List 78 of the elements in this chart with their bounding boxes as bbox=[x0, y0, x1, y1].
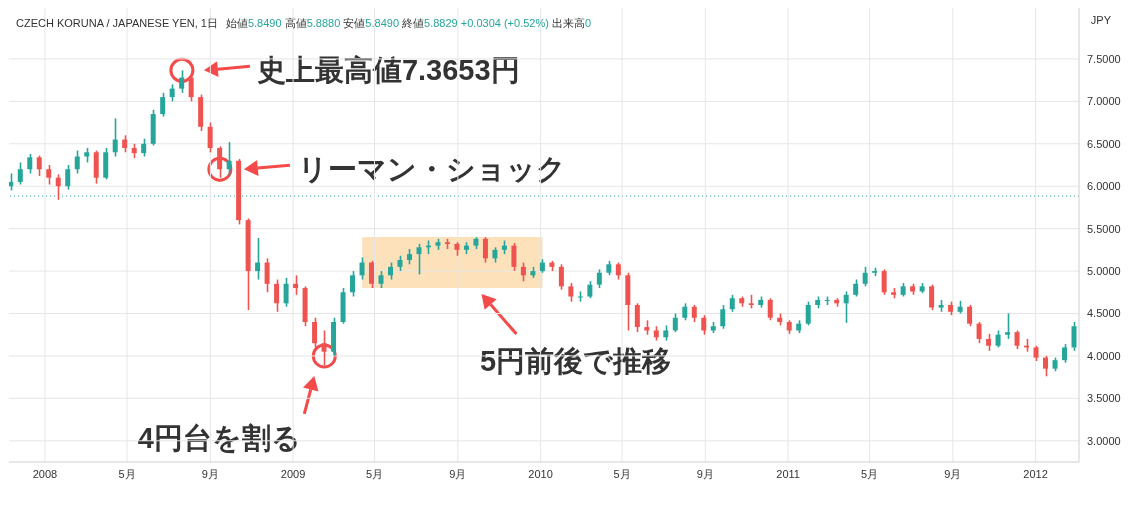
candlestick bbox=[672, 312, 678, 333]
x-tick-label: 9月 bbox=[449, 467, 467, 480]
x-tick-label: 9月 bbox=[201, 467, 219, 480]
candlestick bbox=[843, 290, 849, 324]
candlestick bbox=[179, 69, 185, 94]
candlestick bbox=[720, 304, 726, 330]
y-axis-title: JPY bbox=[1090, 14, 1111, 26]
y-tick-label: 7.0000 bbox=[1087, 95, 1121, 108]
y-tick-label: 6.0000 bbox=[1087, 180, 1121, 193]
annotation: 史上最高値7.3653円 bbox=[256, 54, 520, 87]
candlestick bbox=[321, 329, 327, 367]
candlestick bbox=[1062, 343, 1068, 364]
candlestick bbox=[482, 236, 488, 264]
candlestick bbox=[188, 75, 194, 103]
candlestick bbox=[55, 173, 61, 201]
candlestick bbox=[881, 268, 887, 296]
y-tick-label: 4.0000 bbox=[1087, 349, 1121, 362]
candlestick bbox=[701, 314, 707, 336]
candlestick bbox=[929, 283, 935, 311]
candlestick bbox=[74, 149, 80, 175]
candlestick bbox=[1071, 321, 1077, 352]
candlestick bbox=[634, 302, 640, 333]
candlestick bbox=[1043, 355, 1049, 378]
text: 始値5.8490 高値5.8880 安値5.8490 終値5.8829 +0.0304 (+0.52%) 出来高0 bbox=[225, 17, 592, 29]
candlestick bbox=[283, 277, 289, 308]
candlestick bbox=[274, 278, 280, 313]
candlestick bbox=[976, 321, 982, 344]
candlestick bbox=[1005, 312, 1011, 340]
candlestick bbox=[264, 257, 270, 294]
x-tick-label: 2010 bbox=[528, 467, 553, 480]
band-label: 5円前後で推移 bbox=[479, 345, 672, 378]
annotation: 4円台を割る bbox=[137, 421, 301, 454]
candlestick bbox=[293, 274, 299, 296]
y-tick-label: 6.5000 bbox=[1087, 137, 1121, 150]
candlestick bbox=[520, 261, 526, 283]
candlestick bbox=[27, 153, 33, 175]
x-tick-label: 5月 bbox=[613, 467, 631, 480]
candlestick bbox=[1014, 329, 1020, 350]
y-tick-label: 3.5000 bbox=[1087, 392, 1121, 405]
annotation: リーマン・ショック bbox=[297, 153, 566, 186]
candlestick bbox=[369, 260, 375, 289]
candlestick bbox=[255, 237, 261, 281]
candlestick bbox=[511, 242, 517, 272]
candlestick bbox=[558, 263, 564, 291]
candlestick bbox=[862, 266, 868, 288]
candlestick bbox=[568, 282, 574, 303]
x-tick-label: 5月 bbox=[365, 467, 384, 480]
candlestick bbox=[217, 145, 223, 179]
candlestick bbox=[416, 243, 422, 276]
candlestick bbox=[967, 304, 973, 328]
x-tick-label: 2009 bbox=[280, 467, 306, 480]
candlestick bbox=[46, 164, 52, 186]
candlestick bbox=[596, 268, 602, 289]
x-tick-label: 2008 bbox=[32, 467, 58, 480]
candlestick bbox=[65, 164, 71, 191]
x-tick-label: 9月 bbox=[944, 467, 962, 480]
x-tick-label: 2011 bbox=[776, 467, 800, 480]
y-tick-label: 4.5000 bbox=[1087, 307, 1121, 320]
candlestick bbox=[36, 154, 42, 177]
candlestick bbox=[312, 316, 318, 349]
y-tick-label: 5.0000 bbox=[1087, 264, 1121, 277]
candlestick bbox=[359, 256, 365, 281]
candlestick bbox=[160, 92, 166, 118]
candlestick bbox=[17, 161, 23, 186]
x-tick-label: 5月 bbox=[118, 467, 136, 480]
candlestick bbox=[207, 121, 213, 154]
y-tick-label: 5.5000 bbox=[1087, 222, 1121, 235]
candlestick bbox=[767, 297, 773, 322]
x-tick-label: 5月 bbox=[860, 467, 879, 480]
candlestick bbox=[805, 300, 811, 327]
y-tick-label: 3.0000 bbox=[1087, 434, 1121, 447]
x-tick-label: 2012 bbox=[1023, 467, 1048, 480]
x-tick-label: 9月 bbox=[696, 467, 714, 480]
candlestick bbox=[350, 270, 356, 298]
candlestick bbox=[226, 141, 232, 177]
candlestick bbox=[112, 117, 118, 158]
text: CZECH KORUNA / JAPANESE YEN, 1日 bbox=[16, 17, 218, 29]
y-tick-label: 7.5000 bbox=[1087, 52, 1121, 65]
